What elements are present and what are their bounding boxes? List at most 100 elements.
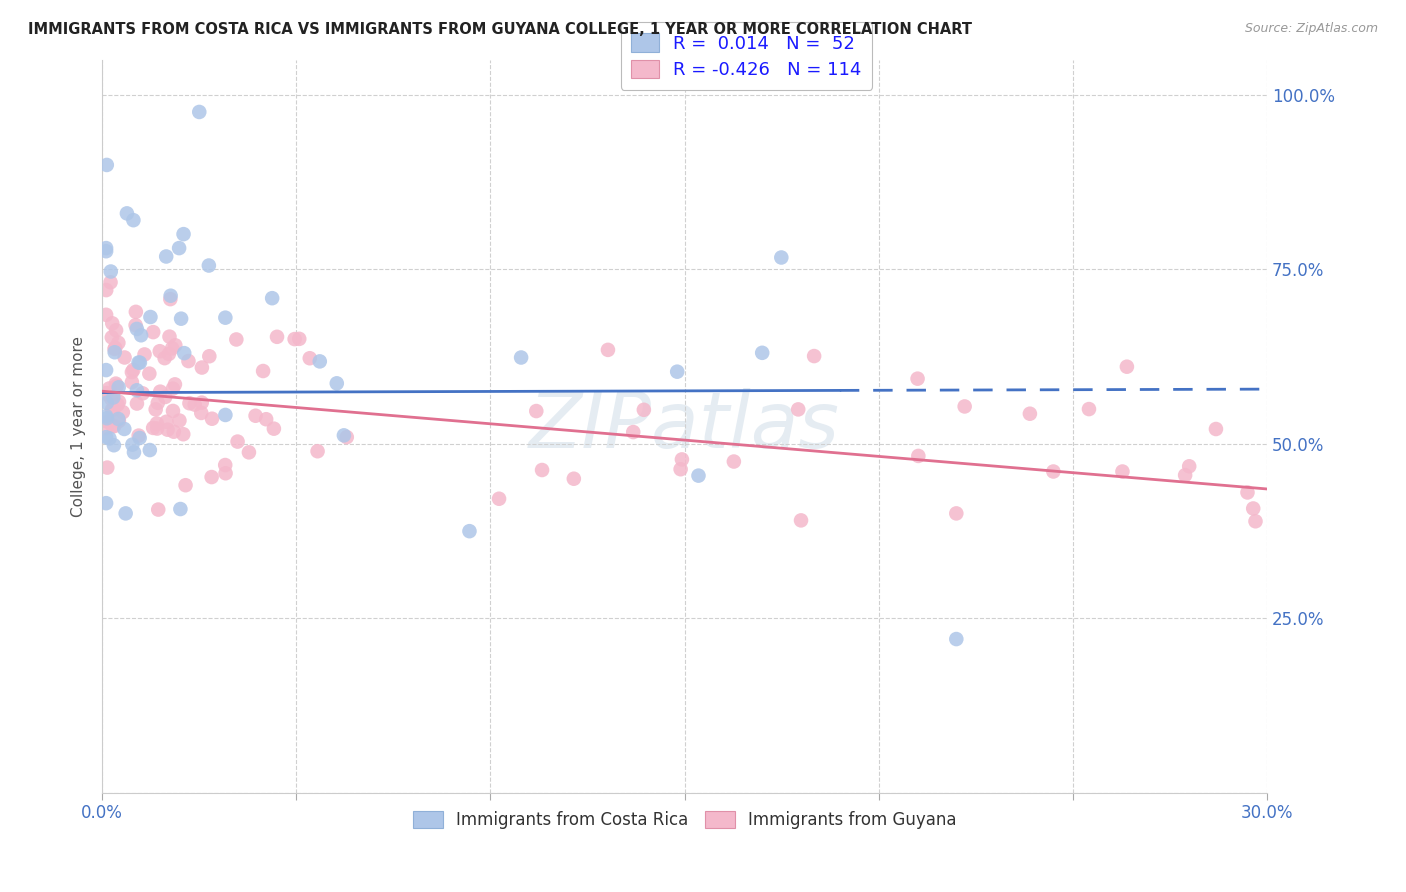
- Point: [214, 310, 236, 325]
- Point: [336, 430, 359, 444]
- Point: [98, 382, 121, 396]
- Point: [163, 425, 186, 439]
- Point: [94, 409, 117, 423]
- Point: [458, 524, 481, 538]
- Point: [101, 330, 124, 344]
- Point: [488, 491, 510, 506]
- Point: [107, 380, 129, 394]
- Point: [125, 384, 148, 398]
- Point: [157, 347, 180, 361]
- Point: [122, 445, 145, 459]
- Point: [751, 346, 773, 360]
- Point: [184, 398, 207, 412]
- Point: [146, 417, 169, 431]
- Point: [165, 338, 187, 352]
- Point: [96, 415, 118, 429]
- Point: [688, 468, 710, 483]
- Point: [107, 398, 129, 412]
- Point: [134, 347, 156, 361]
- Point: [104, 376, 127, 391]
- Point: [149, 384, 172, 399]
- Point: [1111, 465, 1133, 479]
- Point: [108, 394, 131, 409]
- Point: [101, 316, 124, 330]
- Point: [787, 402, 810, 417]
- Text: ZIPatlas: ZIPatlas: [529, 388, 839, 464]
- Point: [103, 342, 125, 356]
- Point: [190, 395, 212, 409]
- Point: [1205, 422, 1227, 436]
- Point: [104, 345, 127, 359]
- Point: [1236, 485, 1258, 500]
- Point: [142, 421, 165, 435]
- Point: [159, 329, 181, 343]
- Point: [333, 428, 356, 442]
- Point: [105, 323, 128, 337]
- Point: [96, 395, 118, 409]
- Point: [238, 445, 260, 459]
- Legend: Immigrants from Costa Rica, Immigrants from Guyana: Immigrants from Costa Rica, Immigrants f…: [406, 804, 963, 836]
- Point: [190, 406, 212, 420]
- Point: [122, 213, 145, 227]
- Text: IMMIGRANTS FROM COSTA RICA VS IMMIGRANTS FROM GUYANA COLLEGE, 1 YEAR OR MORE COR: IMMIGRANTS FROM COSTA RICA VS IMMIGRANTS…: [28, 22, 972, 37]
- Point: [94, 430, 117, 444]
- Point: [169, 413, 191, 427]
- Point: [138, 367, 160, 381]
- Point: [510, 351, 533, 365]
- Point: [128, 431, 150, 445]
- Point: [326, 376, 349, 391]
- Point: [115, 206, 138, 220]
- Point: [98, 432, 121, 446]
- Point: [173, 227, 195, 241]
- Point: [266, 330, 288, 344]
- Point: [145, 402, 167, 417]
- Point: [125, 305, 148, 319]
- Text: Source: ZipAtlas.com: Source: ZipAtlas.com: [1244, 22, 1378, 36]
- Point: [263, 422, 285, 436]
- Point: [188, 105, 211, 120]
- Point: [214, 467, 236, 481]
- Point: [96, 386, 118, 401]
- Point: [114, 507, 136, 521]
- Point: [114, 351, 136, 365]
- Point: [524, 404, 547, 418]
- Point: [907, 372, 929, 386]
- Point: [666, 365, 689, 379]
- Point: [1178, 459, 1201, 474]
- Point: [101, 402, 124, 417]
- Point: [790, 513, 813, 527]
- Point: [162, 404, 184, 418]
- Point: [163, 377, 186, 392]
- Point: [945, 632, 967, 646]
- Point: [953, 400, 976, 414]
- Point: [1241, 501, 1264, 516]
- Point: [159, 292, 181, 306]
- Point: [1115, 359, 1137, 374]
- Point: [153, 351, 176, 366]
- Point: [122, 363, 145, 377]
- Point: [103, 438, 125, 452]
- Point: [201, 411, 224, 425]
- Point: [562, 472, 585, 486]
- Point: [128, 428, 150, 442]
- Point: [148, 502, 170, 516]
- Point: [262, 291, 284, 305]
- Point: [103, 391, 125, 405]
- Point: [173, 346, 195, 360]
- Point: [96, 411, 118, 425]
- Point: [139, 310, 162, 324]
- Point: [596, 343, 619, 357]
- Point: [96, 460, 118, 475]
- Point: [179, 396, 201, 410]
- Point: [94, 244, 117, 259]
- Point: [1078, 402, 1101, 417]
- Point: [131, 386, 153, 401]
- Point: [307, 444, 329, 458]
- Point: [633, 402, 655, 417]
- Point: [226, 434, 249, 449]
- Point: [172, 427, 194, 442]
- Point: [112, 422, 135, 436]
- Point: [198, 349, 221, 363]
- Point: [100, 392, 122, 406]
- Point: [128, 356, 150, 370]
